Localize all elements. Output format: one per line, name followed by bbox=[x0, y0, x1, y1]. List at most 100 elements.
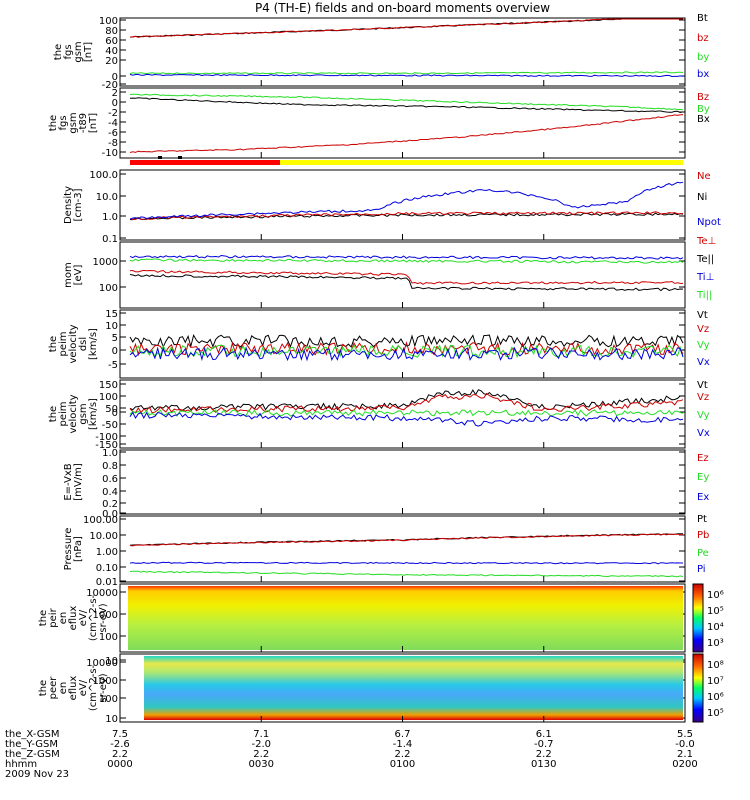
x-axis-row-label: the_X-GSM bbox=[5, 729, 59, 740]
series-line-Pb bbox=[129, 533, 684, 547]
series-line-Vt bbox=[129, 333, 684, 349]
legend-Npot: Npot bbox=[697, 217, 721, 228]
y-axis-label: (cm^2-s- bbox=[88, 594, 99, 641]
x-axis-value: -0.7 bbox=[534, 739, 554, 750]
x-axis-row-label: the_Y-GSM bbox=[5, 739, 58, 750]
y-tick-label: 10 bbox=[105, 321, 118, 332]
series-line-Ti⊥ bbox=[129, 254, 684, 260]
spectrogram-image bbox=[144, 656, 683, 720]
y-tick-label: -2 bbox=[108, 108, 118, 119]
x-axis-value: 2.2 bbox=[395, 749, 411, 760]
spectrogram-image bbox=[128, 586, 683, 650]
series-line-Vz bbox=[129, 392, 684, 414]
figure-title: P4 (TH-E) fields and on-board moments ov… bbox=[254, 1, 551, 15]
x-axis-value: -2.6 bbox=[110, 739, 130, 750]
y-tick-label: 0.4 bbox=[102, 487, 118, 498]
legend-Vx: Vx bbox=[697, 357, 710, 368]
legend-Pt: Pt bbox=[697, 514, 707, 525]
y-axis-label: en bbox=[58, 612, 69, 625]
y-axis-label: (cm^2-s- bbox=[88, 664, 99, 711]
legend-Vy: Vy bbox=[697, 340, 710, 351]
legend-Te||: Te|| bbox=[696, 254, 714, 265]
x-axis-value: 0130 bbox=[531, 759, 556, 770]
colorbar-label: 10³ bbox=[707, 638, 724, 649]
y-tick-label: 0 bbox=[112, 98, 118, 109]
series-line-Npot bbox=[129, 181, 684, 220]
series-line-bz bbox=[129, 18, 683, 38]
x-axis-value: 0030 bbox=[249, 759, 274, 770]
legend-bz: bz bbox=[697, 33, 709, 44]
y-tick-label: -50 bbox=[102, 420, 118, 431]
legend-Ex: Ex bbox=[697, 492, 709, 503]
x-axis-value: 6.7 bbox=[395, 729, 411, 740]
x-axis-value: 0100 bbox=[390, 759, 415, 770]
y-tick-label: 80 bbox=[105, 26, 118, 37]
y-axis-label: the bbox=[48, 406, 59, 422]
y-tick-label: 100.0 bbox=[89, 170, 118, 181]
y-axis-label: the bbox=[53, 44, 64, 60]
series-line-Pi bbox=[129, 561, 683, 565]
legend-Ni: Ni bbox=[697, 192, 707, 203]
y-tick-label: 150 bbox=[99, 380, 118, 391]
quality-bar-yellow bbox=[280, 160, 683, 165]
y-tick-label: -5 bbox=[108, 360, 118, 371]
y-tick-label: 100 bbox=[99, 283, 118, 294]
panel-frame bbox=[119, 309, 686, 379]
colorbar-label: 10⁵ bbox=[707, 606, 724, 617]
y-tick-label: -10 bbox=[102, 148, 118, 159]
y-axis-label: eV/ bbox=[78, 609, 89, 626]
y-axis-label: peer bbox=[48, 676, 59, 700]
y-axis-label: gsm bbox=[73, 41, 84, 62]
legend-Ey: Ey bbox=[697, 472, 709, 483]
y-axis-label: peim bbox=[58, 401, 69, 426]
legend-Ne: Ne bbox=[697, 171, 711, 182]
series-line-Te|| bbox=[129, 273, 684, 292]
legend-bx: bx bbox=[697, 69, 709, 80]
y-tick-label: 15 bbox=[105, 309, 118, 320]
x-axis-value: 6.1 bbox=[536, 729, 552, 740]
legend-Vy: Vy bbox=[697, 410, 710, 421]
y-tick-label: 1000 bbox=[93, 676, 118, 687]
y-tick-label: 0.10 bbox=[96, 563, 118, 574]
series-line-by bbox=[129, 71, 684, 75]
series-line-Vx bbox=[129, 346, 684, 362]
y-axis-label: sr-eV) bbox=[98, 603, 109, 632]
y-tick-label: 0.0 bbox=[102, 509, 118, 520]
x-axis-value: -1.4 bbox=[393, 739, 413, 750]
y-axis-label: [km/s] bbox=[88, 328, 99, 360]
y-tick-label: 50 bbox=[105, 404, 118, 415]
y-tick-label: 1.0 bbox=[102, 448, 118, 459]
y-axis-label: gsm bbox=[78, 403, 89, 424]
y-axis-label: the bbox=[48, 336, 59, 352]
x-axis-value: 7.1 bbox=[253, 729, 269, 740]
y-tick-label: 40 bbox=[105, 46, 118, 57]
y-axis-label: gsm bbox=[68, 112, 79, 133]
x-axis-value: 5.5 bbox=[677, 729, 693, 740]
legend-by: by bbox=[697, 52, 709, 63]
y-tick-label: -8 bbox=[108, 138, 118, 149]
y-axis-label: the bbox=[38, 680, 49, 696]
y-tick-label: 10.00 bbox=[89, 531, 118, 542]
y-axis-label: -t89 bbox=[78, 113, 89, 133]
y-tick-label: 20 bbox=[105, 56, 118, 67]
legend-Pi: Pi bbox=[697, 564, 706, 575]
y-tick-label: 100 bbox=[99, 392, 118, 403]
x-axis-row-label: the_Z-GSM bbox=[5, 749, 60, 760]
series-line-Vy bbox=[129, 409, 684, 417]
legend-Pb: Pb bbox=[697, 530, 709, 541]
x-axis-value: 0000 bbox=[107, 759, 132, 770]
legend-Vt: Vt bbox=[697, 380, 708, 391]
x-axis-value: 2.1 bbox=[677, 749, 693, 760]
y-axis-label: the bbox=[48, 115, 59, 131]
colorbar bbox=[692, 583, 704, 653]
x-axis-row-label: hhmm bbox=[5, 759, 37, 770]
y-axis-label: peim bbox=[58, 331, 69, 356]
y-axis-label: velocity bbox=[68, 324, 79, 363]
legend-Bt: Bt bbox=[697, 13, 708, 24]
y-tick-label: 10000 bbox=[86, 588, 118, 599]
y-axis-label: [km/s] bbox=[88, 398, 99, 430]
y-tick-label: 1000 bbox=[93, 610, 118, 621]
y-tick-label: 100.00 bbox=[83, 515, 118, 526]
y-tick-label: 10000 bbox=[86, 658, 118, 669]
series-line-Pe bbox=[129, 570, 684, 578]
